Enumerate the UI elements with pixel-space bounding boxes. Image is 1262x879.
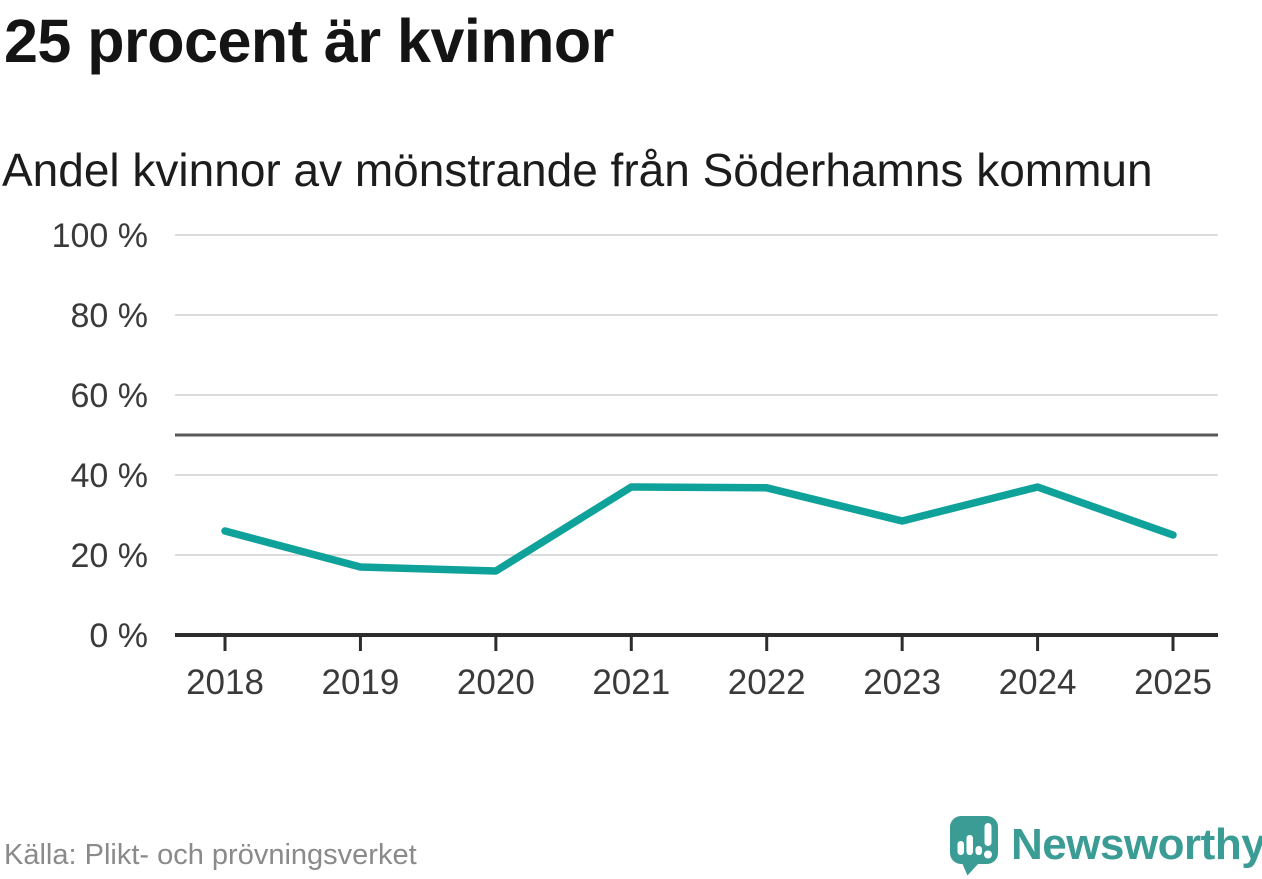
x-axis-label-2020: 2020 [457, 663, 535, 702]
chart-subtitle: Andel kvinnor av mönstrande från Söderha… [2, 144, 1153, 196]
x-axis-label-2021: 2021 [592, 663, 670, 702]
x-axis-label-2022: 2022 [728, 663, 806, 702]
chart-title: 25 procent är kvinnor [4, 7, 614, 75]
data-line-Andel kvinnor av mönstrande [221, 483, 1177, 575]
y-axis-label-60: 60 % [71, 377, 149, 415]
bar-glyph-1 [957, 841, 964, 855]
newsworthy-speech-bubble-chart-icon [950, 816, 998, 876]
x-axis-label-2024: 2024 [999, 663, 1077, 702]
y-axis-label-0: 0 % [89, 617, 148, 655]
newsworthy-wordmark: Newsworthy [1011, 820, 1262, 869]
exclamation-dot [984, 850, 992, 859]
y-axis-label-20: 20 % [71, 537, 149, 575]
newsworthy-logo: Newsworthy [948, 814, 1262, 876]
x-axis-label-2018: 2018 [186, 663, 264, 702]
exclamation-bar [984, 823, 992, 846]
x-axis-label-2025: 2025 [1134, 663, 1212, 702]
x-axis-label-2019: 2019 [321, 663, 399, 702]
y-axis-label-40: 40 % [71, 457, 149, 495]
x-axis-label-2023: 2023 [863, 663, 941, 702]
bar-glyph-3 [975, 846, 982, 855]
source-note: Källa: Plikt- och prövningsverket [4, 839, 417, 871]
y-axis-label-80: 80 % [71, 297, 149, 335]
y-axis-label-100: 100 % [52, 217, 148, 255]
bar-glyph-2 [966, 835, 973, 855]
